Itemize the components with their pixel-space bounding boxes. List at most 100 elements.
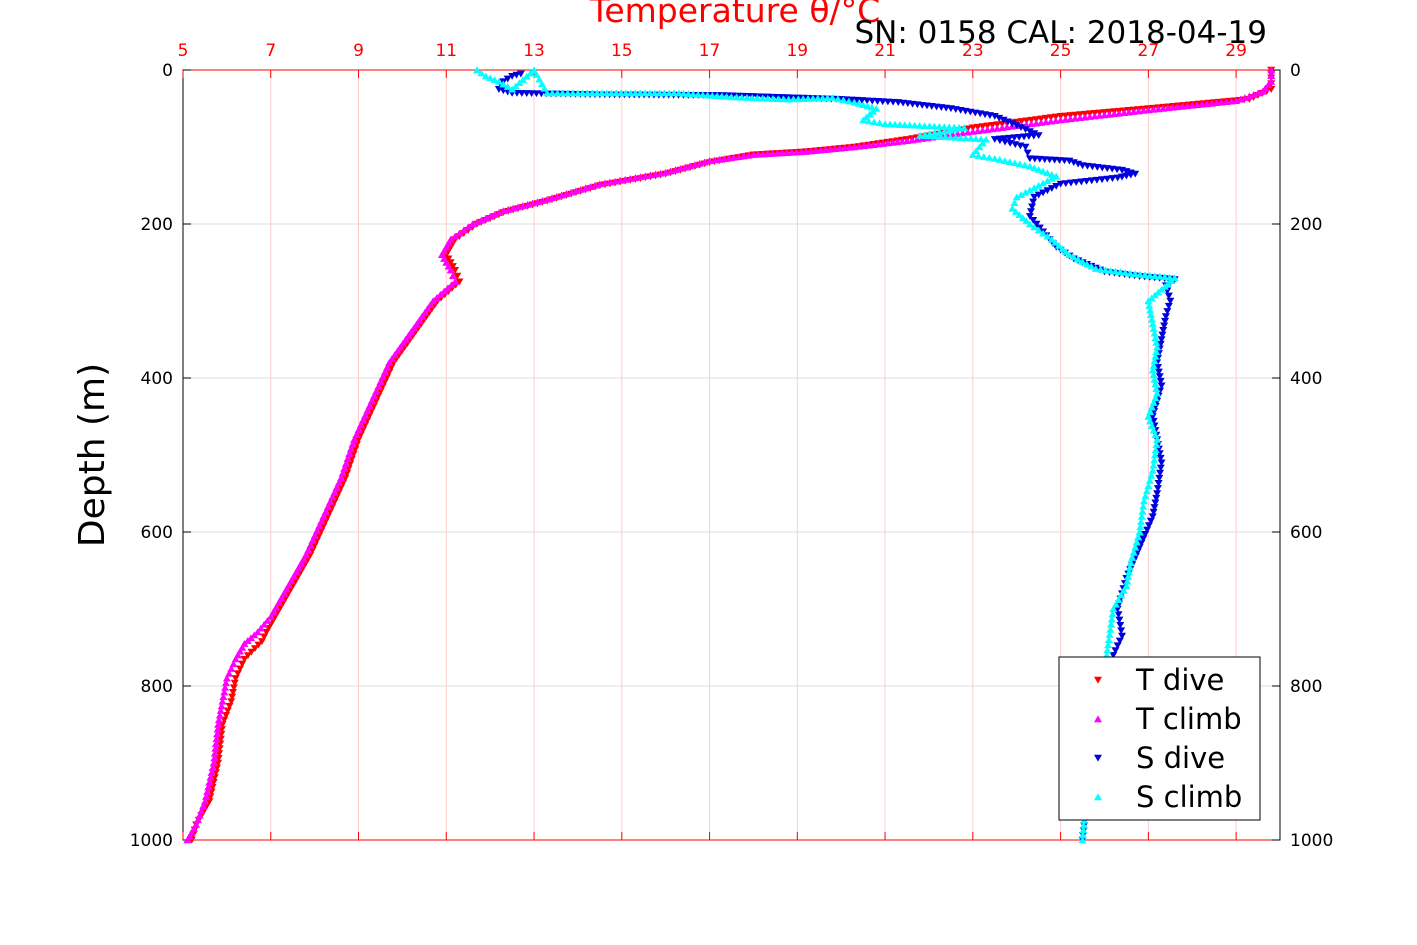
data-point — [990, 154, 999, 162]
data-point — [816, 146, 825, 154]
data-point — [710, 156, 719, 164]
data-point — [323, 503, 332, 511]
data-point — [930, 122, 939, 130]
data-point — [828, 94, 837, 101]
data-point — [1149, 105, 1158, 113]
data-point — [354, 426, 363, 434]
data-point — [277, 594, 286, 602]
data-point — [183, 836, 192, 844]
data-point — [985, 153, 994, 161]
data-point — [341, 474, 350, 482]
data-point — [1122, 582, 1131, 590]
data-point — [1109, 605, 1118, 613]
data-point — [855, 142, 864, 150]
data-point — [548, 89, 557, 97]
y-tick-label-right: 400 — [1290, 369, 1322, 389]
data-point — [1047, 235, 1056, 243]
data-point — [898, 137, 907, 145]
data-point — [840, 144, 849, 152]
data-point — [317, 517, 326, 525]
data-point — [409, 324, 418, 332]
data-point — [1051, 238, 1060, 246]
data-point — [206, 773, 215, 781]
data-point — [749, 151, 758, 158]
data-point — [1030, 184, 1039, 192]
data-point — [1148, 320, 1157, 328]
data-point — [315, 522, 324, 530]
data-point — [881, 120, 890, 128]
data-point — [257, 638, 266, 645]
data-point — [1131, 543, 1140, 551]
data-point — [272, 603, 281, 611]
data-point — [387, 364, 396, 372]
data-point — [1115, 109, 1124, 117]
data-point — [963, 128, 972, 136]
data-point — [1002, 123, 1011, 131]
data-point — [961, 134, 970, 142]
data-point — [451, 278, 460, 285]
data-point — [203, 788, 212, 796]
data-point — [205, 798, 214, 806]
data-point — [700, 158, 709, 166]
data-point — [1197, 100, 1206, 108]
data-point — [581, 184, 590, 192]
data-point — [1078, 831, 1087, 839]
data-point — [1111, 267, 1120, 275]
data-point — [1154, 368, 1163, 376]
data-point — [455, 229, 464, 237]
data-point — [1105, 631, 1114, 638]
data-point — [205, 778, 214, 786]
data-point — [1150, 357, 1159, 365]
data-point — [562, 190, 571, 197]
data-point — [1154, 105, 1163, 113]
data-point — [558, 89, 567, 97]
data-point — [254, 641, 263, 649]
x-tick-label: 17 — [699, 41, 721, 61]
data-point — [225, 702, 234, 710]
data-point — [543, 195, 552, 203]
data-point — [1141, 271, 1150, 279]
data-point — [686, 162, 695, 170]
data-point — [1144, 297, 1153, 305]
data-point — [367, 397, 376, 405]
data-point — [883, 139, 892, 147]
data-point — [1151, 352, 1160, 360]
y-tick-label-left: 400 — [141, 369, 173, 389]
data-point — [330, 498, 339, 506]
data-point — [1114, 611, 1123, 618]
data-point — [210, 774, 219, 782]
legend-marker — [1094, 754, 1102, 762]
data-point — [869, 141, 878, 148]
data-point — [336, 474, 345, 482]
data-point — [1029, 216, 1038, 224]
data-point — [973, 127, 982, 135]
data-point — [490, 211, 499, 218]
data-point — [671, 166, 680, 174]
data-point — [1126, 559, 1135, 566]
data-point — [334, 479, 343, 487]
data-point — [890, 120, 899, 128]
data-point — [334, 489, 343, 497]
data-point — [1161, 317, 1170, 325]
data-point — [1047, 174, 1056, 182]
data-point — [306, 541, 315, 549]
data-point — [216, 735, 225, 743]
data-point — [1114, 596, 1123, 603]
data-point — [988, 125, 997, 133]
data-point — [1145, 302, 1154, 309]
data-point — [1101, 266, 1110, 274]
data-point — [571, 187, 580, 195]
data-point — [227, 698, 236, 705]
x-tick-label: 11 — [435, 41, 457, 61]
data-point — [1158, 104, 1167, 112]
data-point — [1150, 504, 1159, 511]
data-point — [878, 98, 887, 106]
data-point — [1005, 158, 1014, 166]
data-point — [889, 98, 898, 106]
data-point — [1047, 170, 1056, 178]
data-point — [553, 89, 562, 97]
data-point — [1119, 109, 1128, 117]
data-point — [477, 69, 486, 77]
data-point — [1071, 114, 1080, 122]
data-point — [870, 118, 879, 126]
